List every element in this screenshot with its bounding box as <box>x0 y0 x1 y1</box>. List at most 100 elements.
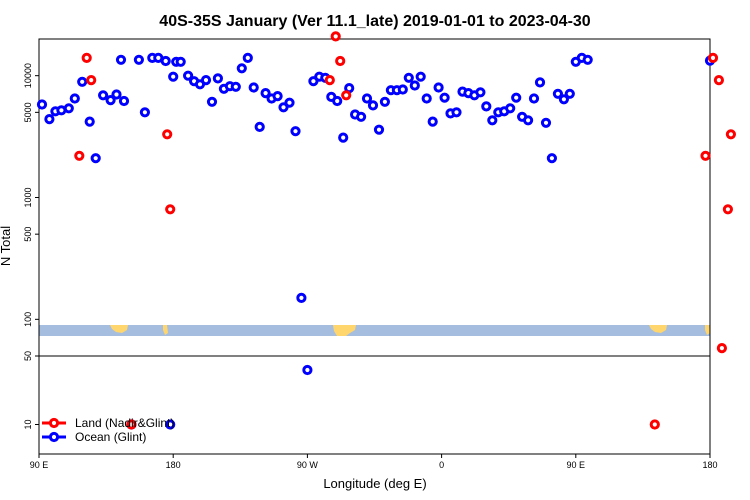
land-point-12 <box>707 52 719 64</box>
ocean-point-36 <box>254 121 265 133</box>
ocean-point-7 <box>84 116 95 127</box>
ocean-point-23 <box>175 56 186 67</box>
x-axis-label: Longitude (deg E) <box>323 476 426 491</box>
legend-ocean-label: Ocean (Glint) <box>75 430 146 444</box>
ocean-point-35 <box>248 82 259 93</box>
ocean-point-86 <box>552 88 564 99</box>
y-tick-label-2: 100 <box>23 312 33 327</box>
ocean-point-75 <box>487 115 498 126</box>
ocean-point-62 <box>409 80 420 91</box>
land-point-15 <box>722 204 734 215</box>
ocean-point-66 <box>433 82 444 93</box>
land-point-9 <box>341 90 352 101</box>
ocean-point-63 <box>415 71 426 82</box>
y-tick-label-3: 500 <box>23 227 33 242</box>
ocean-point-28 <box>206 96 218 107</box>
ocean-point-13 <box>118 95 130 107</box>
ocean-point-88 <box>564 88 575 99</box>
ocean-point-12 <box>115 54 127 65</box>
ocean-point-21 <box>168 71 179 82</box>
x-axis-ticks: 90 E 180 90 W 0 90 E 180 <box>30 454 718 470</box>
ocean-point-55 <box>367 100 379 111</box>
ocean-point-43 <box>296 292 307 303</box>
ocean-point-1 <box>44 114 55 125</box>
land-point-0 <box>74 150 85 161</box>
y-tick-label-0: 10 <box>23 419 33 429</box>
ocean-point-39 <box>272 91 283 102</box>
legend-ocean-marker <box>48 431 60 443</box>
land-point-2 <box>86 75 97 86</box>
x-tick-label-3: 0 <box>439 460 444 470</box>
ocean-point-32 <box>230 81 241 92</box>
land-point-3 <box>126 419 137 430</box>
y-axis-label: N Total <box>0 226 13 266</box>
ocean-point-85 <box>546 153 558 164</box>
ocean-point-57 <box>379 96 390 107</box>
ocean-point-87 <box>558 94 570 105</box>
land-point-5 <box>165 204 176 215</box>
ocean-point-65 <box>427 116 438 127</box>
x-tick-label-5: 180 <box>702 460 717 470</box>
ocean-point-64 <box>421 93 432 104</box>
ocean-point-20 <box>165 419 176 430</box>
series-land <box>74 31 737 430</box>
land-point-11 <box>700 150 711 161</box>
legend: Land (Nadir&Glint) Ocean (Glint) <box>42 416 174 444</box>
ocean-point-67 <box>439 92 450 103</box>
ocean-point-19 <box>160 55 171 67</box>
ocean-point-56 <box>373 124 385 135</box>
y-axis-ticks: 10 50 100 500 1000 5000 10000 <box>23 63 39 430</box>
chart-title: 40S-35S January (Ver 11.1_late) 2019-01-… <box>159 13 590 30</box>
ocean-point-60 <box>397 84 408 95</box>
ocean-point-81 <box>523 115 534 126</box>
ocean-point-9 <box>98 90 109 101</box>
x-tick-label-1: 180 <box>166 460 181 470</box>
ocean-point-37 <box>260 88 271 99</box>
land-point-13 <box>713 75 725 86</box>
ocean-point-84 <box>540 117 552 128</box>
ocean-point-54 <box>361 93 373 104</box>
ocean-point-4 <box>63 103 74 114</box>
land-point-1 <box>81 52 92 64</box>
ocean-point-78 <box>505 103 516 114</box>
ocean-point-44 <box>302 364 313 376</box>
ocean-point-53 <box>356 111 367 122</box>
ocean-point-74 <box>481 101 492 112</box>
ocean-point-91 <box>582 54 593 65</box>
ocean-point-82 <box>528 93 540 104</box>
land-point-14 <box>716 343 728 354</box>
ocean-point-6 <box>77 76 88 87</box>
y-tick-label-5: 5000 <box>23 102 33 122</box>
ocean-point-50 <box>338 132 349 143</box>
ocean-point-5 <box>69 93 80 104</box>
land-point-6 <box>324 75 335 86</box>
series-ocean <box>36 52 716 430</box>
ocean-point-41 <box>284 97 295 108</box>
ocean-point-83 <box>534 77 546 88</box>
ocean-point-34 <box>242 52 253 64</box>
y-tick-label-4: 1000 <box>23 187 33 207</box>
plot-frame <box>38 38 711 455</box>
ocean-point-42 <box>290 126 301 137</box>
y-tick-label-6: 10000 <box>23 63 33 88</box>
ocean-point-69 <box>451 107 462 118</box>
land-point-16 <box>725 129 737 140</box>
land-point-10 <box>649 419 660 430</box>
legend-land-label: Land (Nadir&Glint) <box>75 416 174 430</box>
x-tick-label-0: 90 E <box>30 460 49 470</box>
ocean-point-10 <box>105 95 116 106</box>
ocean-point-8 <box>90 153 101 164</box>
ocean-point-49 <box>332 95 343 107</box>
ocean-point-15 <box>133 54 144 65</box>
ocean-point-29 <box>212 73 223 84</box>
ocean-point-16 <box>139 107 150 118</box>
ocean-point-0 <box>36 99 48 110</box>
ocean-point-61 <box>403 72 414 83</box>
series-layer <box>36 31 737 430</box>
land-ocean-band <box>39 325 710 336</box>
ocean-point-73 <box>475 87 486 98</box>
ocean-point-11 <box>111 89 122 100</box>
ocean-point-79 <box>511 92 522 103</box>
x-tick-label-2: 90 W <box>297 460 319 470</box>
